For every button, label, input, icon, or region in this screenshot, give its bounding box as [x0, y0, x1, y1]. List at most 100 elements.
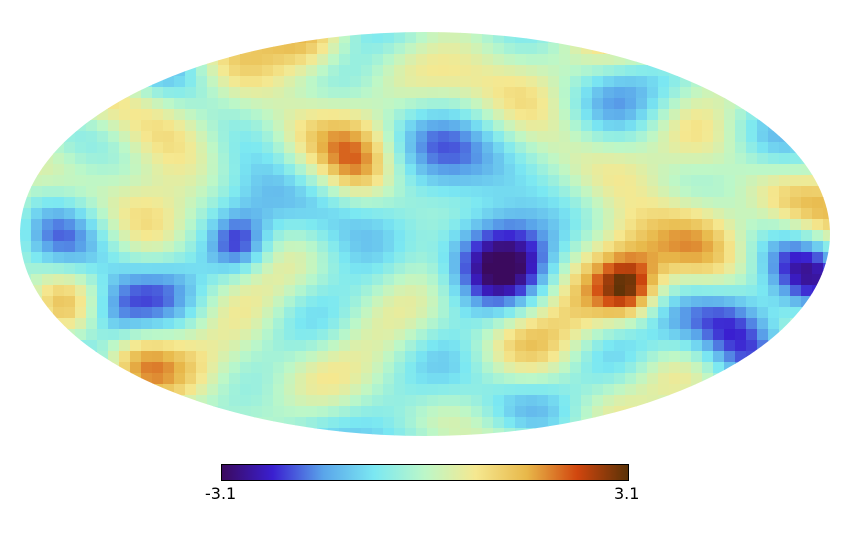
sky-pixel: [383, 65, 395, 77]
sky-pixel: [493, 263, 505, 275]
sky-pixel: [152, 98, 164, 110]
sky-pixel: [823, 285, 830, 297]
sky-pixel: [614, 263, 626, 275]
sky-pixel: [735, 318, 747, 330]
sky-pixel: [416, 296, 428, 308]
sky-pixel: [273, 175, 285, 187]
sky-pixel: [350, 120, 362, 132]
sky-pixel: [570, 307, 582, 319]
sky-pixel: [548, 384, 560, 396]
sky-pixel: [163, 296, 175, 308]
sky-pixel: [218, 329, 230, 341]
sky-pixel: [383, 76, 395, 88]
sky-pixel: [658, 296, 670, 308]
sky-pixel: [416, 186, 428, 198]
sky-pixel: [317, 252, 329, 264]
sky-pixel: [284, 351, 296, 363]
sky-pixel: [405, 428, 417, 436]
sky-pixel: [460, 153, 472, 165]
sky-pixel: [251, 340, 263, 352]
sky-pixel: [559, 164, 571, 176]
sky-pixel: [680, 318, 692, 330]
sky-pixel: [229, 340, 241, 352]
sky-pixel: [581, 219, 593, 231]
sky-pixel: [537, 197, 549, 209]
sky-pixel: [746, 241, 758, 253]
sky-pixel: [647, 362, 659, 374]
sky-pixel: [636, 87, 648, 99]
sky-pixel: [295, 307, 307, 319]
sky-pixel: [31, 197, 43, 209]
sky-pixel: [581, 384, 593, 396]
sky-pixel: [372, 65, 384, 77]
sky-pixel: [416, 340, 428, 352]
sky-pixel: [207, 263, 219, 275]
sky-pixel: [460, 296, 472, 308]
sky-pixel: [416, 54, 428, 66]
sky-pixel: [163, 263, 175, 275]
sky-pixel: [75, 263, 87, 275]
sky-pixel: [295, 98, 307, 110]
sky-pixel: [218, 65, 230, 77]
sky-pixel: [647, 65, 659, 77]
sky-pixel: [735, 120, 747, 132]
sky-pixel: [449, 98, 461, 110]
sky-pixel: [174, 164, 186, 176]
sky-pixel: [152, 252, 164, 264]
sky-pixel: [306, 384, 318, 396]
sky-pixel: [647, 153, 659, 165]
sky-pixel: [361, 76, 373, 88]
sky-pixel: [460, 329, 472, 341]
sky-pixel: [812, 263, 824, 275]
sky-pixel: [350, 329, 362, 341]
sky-pixel: [42, 153, 54, 165]
sky-pixel: [526, 76, 538, 88]
sky-pixel: [240, 98, 252, 110]
sky-pixel: [31, 252, 43, 264]
sky-pixel: [185, 120, 197, 132]
sky-pixel: [262, 274, 274, 286]
sky-pixel: [449, 373, 461, 385]
sky-pixel: [702, 351, 714, 363]
sky-pixel: [53, 142, 65, 154]
sky-pixel: [713, 109, 725, 121]
sky-pixel: [482, 197, 494, 209]
sky-pixel: [317, 153, 329, 165]
sky-pixel: [768, 296, 780, 308]
sky-pixel: [515, 230, 527, 242]
sky-pixel: [427, 417, 439, 429]
sky-pixel: [207, 241, 219, 253]
sky-pixel: [625, 263, 637, 275]
sky-pixel: [240, 296, 252, 308]
sky-pixel: [537, 351, 549, 363]
sky-pixel: [218, 307, 230, 319]
sky-pixel: [262, 153, 274, 165]
sky-pixel: [691, 208, 703, 220]
sky-pixel: [768, 307, 780, 319]
sky-pixel: [273, 329, 285, 341]
sky-pixel: [526, 395, 538, 407]
sky-pixel: [746, 153, 758, 165]
sky-pixel: [339, 285, 351, 297]
sky-pixel: [152, 164, 164, 176]
sky-pixel: [86, 307, 98, 319]
sky-pixel: [53, 131, 65, 143]
sky-pixel: [284, 340, 296, 352]
sky-pixel: [779, 153, 791, 165]
sky-pixel: [691, 296, 703, 308]
sky-pixel: [548, 98, 560, 110]
sky-pixel: [196, 219, 208, 231]
sky-pixel: [394, 274, 406, 286]
sky-pixel: [372, 252, 384, 264]
sky-pixel: [504, 395, 516, 407]
sky-pixel: [526, 384, 538, 396]
sky-pixel: [306, 120, 318, 132]
sky-pixel: [823, 208, 830, 220]
sky-pixel: [570, 43, 582, 55]
sky-pixel: [636, 274, 648, 286]
sky-pixel: [625, 252, 637, 264]
sky-pixel: [306, 65, 318, 77]
sky-pixel: [559, 362, 571, 374]
sky-pixel: [691, 252, 703, 264]
sky-pixel: [196, 296, 208, 308]
